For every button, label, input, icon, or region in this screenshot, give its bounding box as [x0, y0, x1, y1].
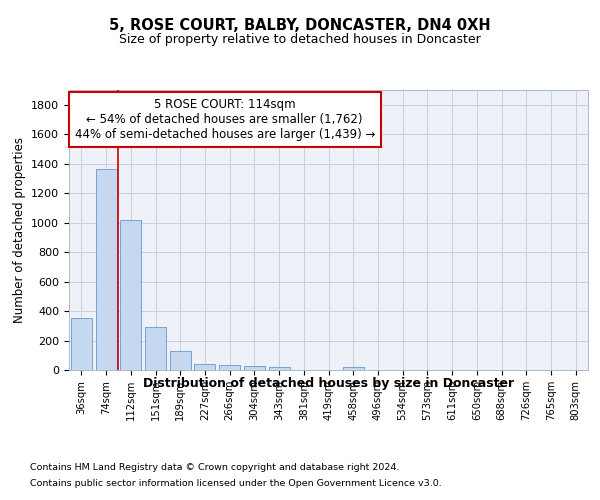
Text: 5 ROSE COURT: 114sqm
← 54% of detached houses are smaller (1,762)
44% of semi-de: 5 ROSE COURT: 114sqm ← 54% of detached h…: [74, 98, 375, 142]
Text: 5, ROSE COURT, BALBY, DONCASTER, DN4 0XH: 5, ROSE COURT, BALBY, DONCASTER, DN4 0XH: [109, 18, 491, 32]
Bar: [120, 220, 141, 370]
Bar: [71, 318, 92, 370]
Text: Distribution of detached houses by size in Doncaster: Distribution of detached houses by size …: [143, 378, 514, 390]
Text: Contains public sector information licensed under the Open Government Licence v3: Contains public sector information licen…: [30, 479, 442, 488]
Bar: [219, 366, 240, 370]
Bar: [244, 366, 265, 370]
Y-axis label: Number of detached properties: Number of detached properties: [13, 137, 26, 323]
Text: Contains HM Land Registry data © Crown copyright and database right 2024.: Contains HM Land Registry data © Crown c…: [30, 462, 400, 471]
Bar: [170, 351, 191, 370]
Text: Size of property relative to detached houses in Doncaster: Size of property relative to detached ho…: [119, 32, 481, 46]
Bar: [145, 328, 166, 370]
Bar: [95, 169, 116, 370]
Bar: [194, 364, 215, 370]
Bar: [343, 367, 364, 370]
Bar: [269, 368, 290, 370]
